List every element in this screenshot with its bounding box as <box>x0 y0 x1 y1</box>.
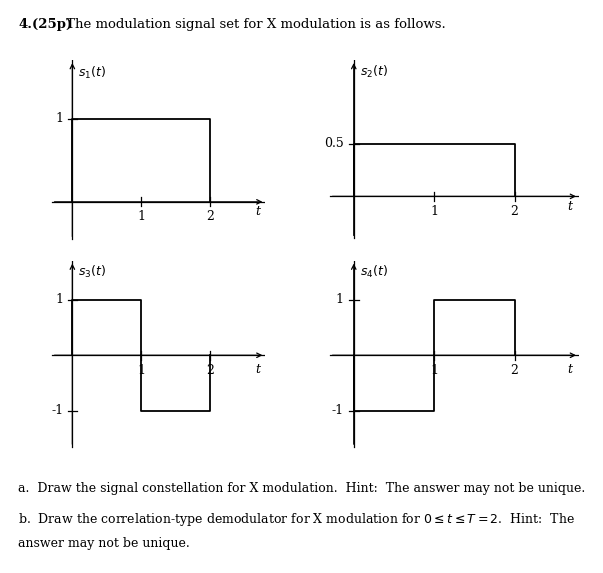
Text: 1: 1 <box>55 112 64 125</box>
Text: 0.5: 0.5 <box>324 138 344 151</box>
Text: 1: 1 <box>137 364 145 377</box>
Text: a.  Draw the signal constellation for X modulation.  Hint:  The answer may not b: a. Draw the signal constellation for X m… <box>18 482 586 496</box>
Text: $s_4(t)$: $s_4(t)$ <box>360 264 388 280</box>
Text: b.  Draw the correlation-type demodulator for X modulation for $0 \leq t \leq T : b. Draw the correlation-type demodulator… <box>18 511 575 528</box>
Text: 1: 1 <box>430 205 438 218</box>
Text: -1: -1 <box>51 405 64 417</box>
Text: t: t <box>256 205 260 218</box>
Text: 2: 2 <box>511 364 519 377</box>
Text: t: t <box>256 363 260 376</box>
Text: The modulation signal set for X modulation is as follows.: The modulation signal set for X modulati… <box>62 18 446 32</box>
Text: 1: 1 <box>55 293 64 306</box>
Text: $s_1(t)$: $s_1(t)$ <box>78 64 106 81</box>
Text: 2: 2 <box>511 205 519 218</box>
Text: 4.(25p): 4.(25p) <box>18 18 72 32</box>
Text: $s_2(t)$: $s_2(t)$ <box>360 64 388 80</box>
Text: -1: -1 <box>332 405 344 417</box>
Text: $s_3(t)$: $s_3(t)$ <box>78 264 106 280</box>
Text: 2: 2 <box>206 210 214 223</box>
Text: answer may not be unique.: answer may not be unique. <box>18 537 190 550</box>
Text: 1: 1 <box>137 210 145 223</box>
Text: 1: 1 <box>336 293 344 306</box>
Text: t: t <box>567 363 573 376</box>
Text: t: t <box>567 200 573 213</box>
Text: 1: 1 <box>430 364 438 377</box>
Text: 2: 2 <box>206 364 214 377</box>
